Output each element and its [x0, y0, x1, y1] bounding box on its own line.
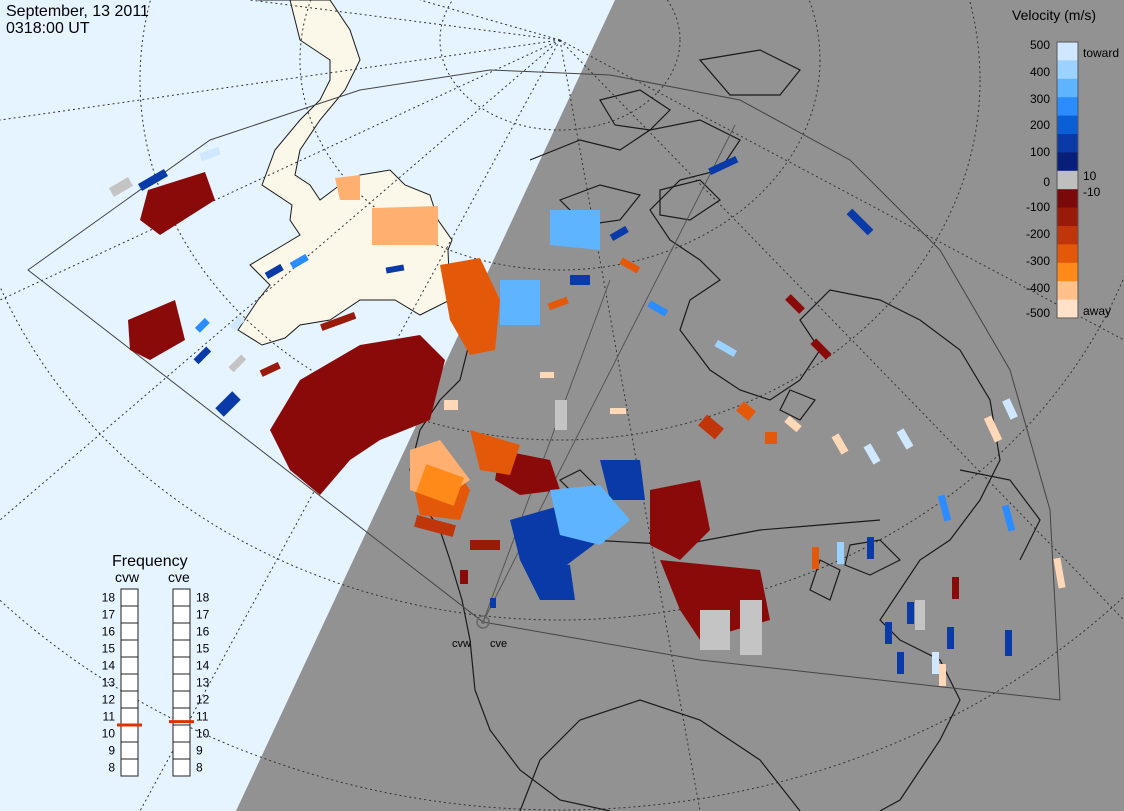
velocity-cluster-toward-fast — [500, 210, 630, 545]
velocity-data-layer — [108, 146, 1066, 686]
colorbar-segment — [1057, 78, 1078, 98]
colorbar-tick-label: -10 — [1083, 185, 1101, 199]
frequency-column — [172, 588, 191, 777]
frequency-tick-label: 17 — [196, 608, 210, 622]
colorbar-segment — [1057, 299, 1078, 319]
frequency-tick-label: 17 — [102, 608, 116, 622]
colorbar-segment — [1057, 97, 1078, 117]
frequency-tick-label: 11 — [103, 710, 116, 724]
velocity-colorbar-ticks: 500400300200100100-10-100-200-300-400-50… — [1026, 38, 1101, 320]
colorbar-segment — [1057, 244, 1078, 264]
colorbar-tick-label: 0 — [1043, 175, 1050, 189]
frequency-radar-label-cve: cve — [168, 569, 190, 585]
frequency-tick-label: 10 — [196, 727, 210, 741]
colorbar-tick-label: 10 — [1083, 169, 1097, 183]
colorbar-frame — [1056, 41, 1079, 319]
colorbar-tick-label: -100 — [1026, 200, 1050, 214]
radar-label-cve: cve — [490, 638, 507, 650]
colorbar-segment — [1057, 226, 1078, 245]
radar-fov-outline — [27, 69, 1061, 701]
frequency-tick-label: 15 — [102, 642, 116, 656]
velocity-legend-away: away — [1083, 304, 1111, 318]
frequency-tick-label: 14 — [196, 659, 210, 673]
frequency-tick-label: 13 — [102, 676, 116, 690]
frequency-tick-label: 9 — [108, 744, 115, 758]
colorbar-segment — [1057, 60, 1078, 80]
frequency-tick-label: 9 — [196, 744, 203, 758]
colorbar-tick-label: 200 — [1030, 118, 1050, 132]
colorbar-tick-label: 300 — [1030, 92, 1050, 106]
colorbar-tick-label: 400 — [1030, 65, 1050, 79]
frequency-tick-label: 8 — [108, 761, 115, 775]
velocity-legend: Velocity (m/s) 500400300200100100-10-100… — [1012, 7, 1119, 320]
frequency-tick-label: 18 — [196, 591, 210, 605]
colorbar-tick-label: -300 — [1026, 254, 1050, 268]
frequency-tick-label: 15 — [196, 642, 210, 656]
frequency-column — [120, 588, 139, 777]
colorbar-tick-label: 500 — [1030, 38, 1050, 52]
frequency-tick-label: 16 — [196, 625, 210, 639]
beam-line-2 — [482, 279, 611, 623]
ground-scatter-cells — [108, 177, 925, 655]
frequency-radar-label-cvw: cvw — [115, 569, 140, 585]
colorbar-segment — [1057, 152, 1078, 172]
radar-label-cvw: cvw — [452, 638, 471, 650]
colorbar-segment — [1057, 170, 1078, 190]
colorbar-tick-label: -200 — [1026, 227, 1050, 241]
velocity-colorbar — [1056, 41, 1079, 319]
frequency-tick-label: 11 — [196, 710, 209, 724]
colorbar-segment — [1057, 207, 1078, 227]
radar-site-marker — [476, 615, 490, 629]
frequency-columns: 18 17 16 15 14 13 12 11 10 9 8 18 17 16 15 14 13 12 11 10 9 8 — [102, 588, 210, 777]
alaska-landmass — [237, 0, 453, 346]
frequency-tick-label: 12 — [196, 693, 210, 707]
date-label: September, 13 2011 — [6, 3, 149, 20]
frequency-tick-label: 12 — [102, 693, 116, 707]
frequency-tick-label: 14 — [102, 659, 116, 673]
colorbar-tick-label: -500 — [1026, 306, 1050, 320]
colorbar-tick-label: -400 — [1026, 281, 1050, 295]
velocity-legend-toward: toward — [1083, 46, 1119, 60]
frequency-tick-label: 8 — [196, 761, 203, 775]
colorbar-segment — [1057, 115, 1078, 135]
frequency-tick-label: 13 — [196, 676, 210, 690]
colorbar-segment — [1057, 189, 1078, 209]
colorbar-segment — [1057, 281, 1078, 301]
frequency-tick-label: 16 — [102, 625, 116, 639]
colorbar-segment — [1057, 134, 1078, 153]
colorbar-tick-label: 100 — [1030, 145, 1050, 159]
scattered-velocity-cells — [138, 146, 1066, 686]
nightside-shading — [236, 0, 1124, 811]
velocity-legend-title: Velocity (m/s) — [1012, 7, 1096, 23]
frequency-panel: Frequency cvw cve 1817161514131211109818… — [102, 553, 210, 777]
colorbar-segment — [1057, 262, 1078, 282]
frequency-tick-label: 10 — [102, 727, 116, 741]
time-label: 0318:00 UT — [6, 20, 90, 37]
frequency-title: Frequency — [112, 553, 188, 570]
frequency-tick-label: 18 — [102, 591, 116, 605]
radar-site-dot — [481, 620, 485, 624]
colorbar-segment — [1057, 42, 1078, 61]
